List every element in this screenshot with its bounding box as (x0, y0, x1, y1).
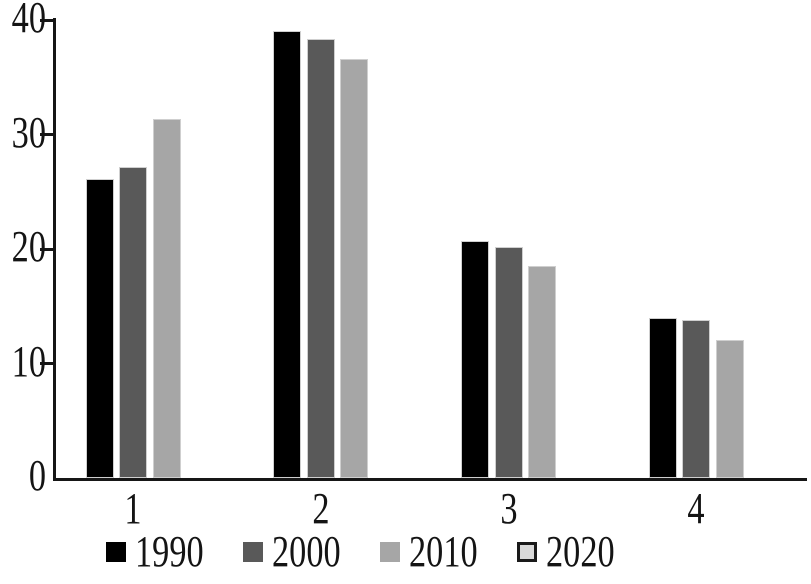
bar-2000-cat-3 (494, 246, 523, 478)
x-tick-label-1: 1 (124, 484, 142, 533)
legend-item-2020: 2020 (517, 530, 634, 574)
y-tick-30 (40, 133, 56, 137)
bar-2010-cat-3 (528, 266, 557, 478)
legend-label-2020: 2020 (546, 527, 615, 576)
legend-label-1990: 1990 (135, 527, 204, 576)
bar-2010-cat-4 (715, 339, 744, 478)
bar-1990-cat-1 (85, 179, 114, 478)
y-tick-10 (40, 362, 56, 366)
bar-2000-cat-2 (306, 38, 335, 478)
bar-1990-cat-2 (273, 30, 302, 478)
x-tick-label-4: 4 (687, 484, 705, 533)
legend-swatch-2010 (380, 542, 400, 562)
legend: 1990 2000 2010 2020 (106, 530, 634, 574)
y-tick-label-20: 20 (11, 222, 47, 272)
x-axis-line (53, 478, 807, 481)
legend-swatch-2000 (243, 542, 263, 562)
y-tick-label-10: 10 (11, 336, 47, 386)
legend-label-2010: 2010 (409, 527, 478, 576)
y-tick-label-30: 30 (11, 107, 47, 157)
y-tick-40 (40, 18, 56, 22)
y-tick-20 (40, 247, 56, 251)
bar-2000-cat-1 (119, 166, 148, 478)
y-tick-label-40: 40 (11, 0, 47, 43)
bar-1990-cat-3 (461, 241, 490, 478)
bar-2010-cat-2 (340, 59, 369, 478)
x-tick-label-3: 3 (500, 484, 518, 533)
legend-label-2000: 2000 (272, 527, 341, 576)
legend-swatch-2020 (517, 542, 537, 562)
x-tick-label-2: 2 (312, 484, 330, 533)
legend-item-1990: 1990 (106, 530, 223, 574)
legend-item-2000: 2000 (243, 530, 360, 574)
y-tick-label-0: 0 (28, 451, 46, 500)
bar-2000-cat-4 (682, 320, 711, 478)
legend-item-2010: 2010 (380, 530, 497, 574)
legend-swatch-1990 (106, 542, 126, 562)
bar-1990-cat-4 (648, 317, 677, 478)
bar-2010-cat-1 (152, 118, 181, 478)
